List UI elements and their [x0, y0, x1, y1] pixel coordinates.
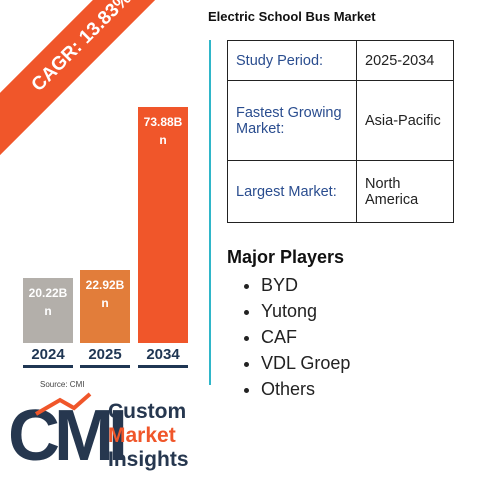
player: Others	[261, 376, 350, 402]
players-list: BYDYutongCAFVDL GroepOthers	[227, 272, 350, 402]
player: Yutong	[261, 298, 350, 324]
value-label: 73.88Bn	[143, 114, 183, 147]
category-label: 2034	[138, 343, 188, 368]
value-label: 22.92Bn	[85, 277, 125, 310]
logo-line: Market	[108, 424, 176, 447]
player: CAF	[261, 324, 350, 350]
logo-line: Insights	[108, 448, 189, 471]
logo-mark: CMI	[8, 396, 124, 472]
player: BYD	[261, 272, 350, 298]
divider	[209, 40, 211, 385]
logo-line: Custom	[108, 400, 186, 423]
logo: CMI Custom Market Insights	[8, 392, 189, 472]
source: Source: CMI	[40, 380, 85, 389]
bar: 20.22Bn	[23, 278, 73, 343]
logo-arrow	[34, 392, 92, 416]
cell: North America	[356, 160, 454, 223]
bar-chart: 20.22Bn 2024 22.92Bn 2025 73.88Bn 2034	[0, 0, 200, 390]
bar: 73.88Bn	[138, 106, 188, 343]
value-label: 20.22Bn	[28, 286, 68, 319]
players-title: Major Players	[227, 247, 345, 267]
cell: Study Period:	[227, 40, 357, 81]
category-label: 2025	[80, 343, 130, 368]
category-label: 2024	[23, 343, 73, 368]
info-table: Study Period: 2025-2034 Fastest Growing M…	[227, 40, 454, 223]
title: Electric School Bus Market	[208, 9, 376, 24]
cell: 2025-2034	[356, 40, 454, 81]
cell: Asia-Pacific	[356, 80, 454, 161]
player: VDL Groep	[261, 350, 350, 376]
cell: Largest Market:	[227, 160, 357, 223]
cell: Fastest Growing Market:	[227, 80, 357, 161]
bar: 22.92Bn	[80, 269, 130, 343]
